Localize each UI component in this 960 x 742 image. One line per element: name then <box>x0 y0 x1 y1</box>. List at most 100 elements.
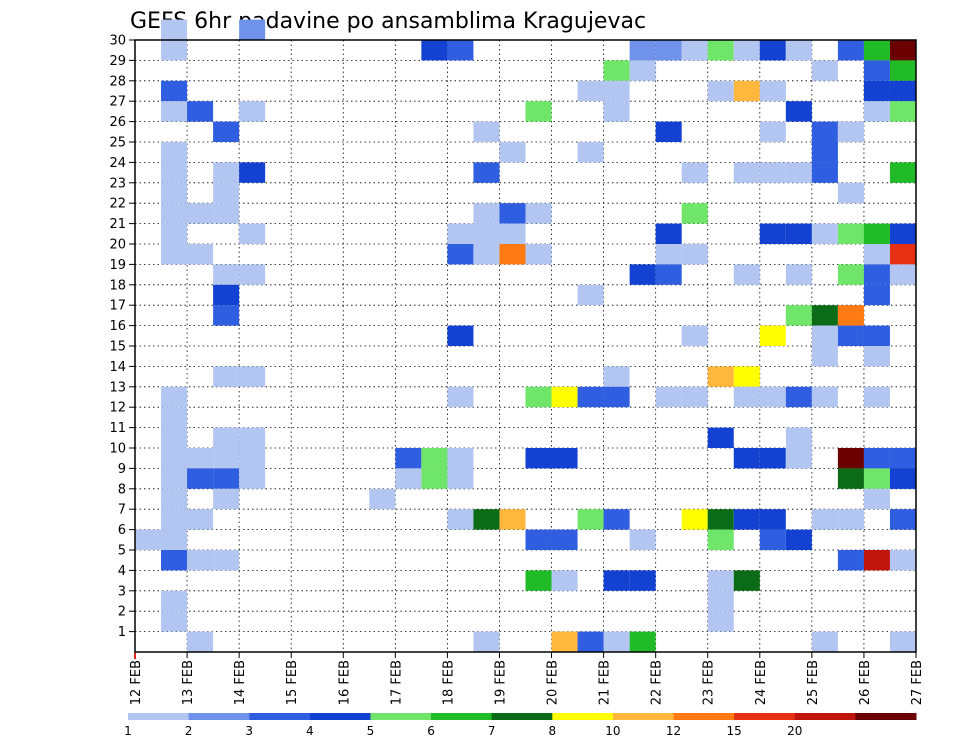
legend-swatch <box>188 713 250 720</box>
heatmap-cell <box>733 40 760 61</box>
heatmap-cell <box>655 264 682 285</box>
heatmap-cell <box>395 468 422 489</box>
heatmap-cell <box>239 264 266 285</box>
heatmap-cell <box>239 468 266 489</box>
y-tick-label: 19 <box>109 258 126 273</box>
heatmap-cell <box>603 631 630 652</box>
heatmap-cell <box>473 244 500 265</box>
y-tick-label: 3 <box>118 584 126 599</box>
heatmap-cell <box>161 468 188 489</box>
heatmap-cell <box>837 264 864 285</box>
heatmap-cell <box>889 60 916 81</box>
heatmap-cell <box>837 121 864 142</box>
heatmap-cell <box>785 40 812 61</box>
legend-swatch <box>612 713 675 720</box>
heatmap-cell <box>447 223 474 244</box>
heatmap-cell <box>525 386 552 408</box>
heatmap-cell <box>577 386 604 408</box>
heatmap-cell <box>733 448 760 469</box>
heatmap-cell <box>655 223 682 244</box>
heatmap-cell <box>863 325 890 346</box>
grid-layer <box>135 40 916 652</box>
heatmap-cell <box>811 121 838 142</box>
heatmap-cell <box>187 101 214 122</box>
heatmap-cell <box>499 509 526 530</box>
heatmap-cell <box>837 40 864 61</box>
heatmap-cell <box>603 386 630 408</box>
heatmap-cell <box>837 448 864 469</box>
heatmap-cell <box>213 305 240 326</box>
y-tick-label: 13 <box>109 380 126 395</box>
x-tick-label: 16 FEB <box>337 660 352 705</box>
heatmap-cell <box>473 631 500 652</box>
heatmap-cell <box>681 325 708 346</box>
x-tick-label: 24 FEB <box>754 660 769 705</box>
legend-label: 20 <box>787 724 802 738</box>
heatmap-cell <box>889 448 916 469</box>
heatmap-cell <box>681 386 708 408</box>
heatmap-cell <box>785 427 812 448</box>
y-tick-label: 12 <box>109 401 126 416</box>
heatmap-cell <box>239 19 266 40</box>
heatmap-cell <box>811 631 838 652</box>
heatmap-cell <box>863 448 890 469</box>
heatmap-cell <box>551 386 578 408</box>
heatmap-cell <box>161 244 188 265</box>
legend: 1 2 3 4 5 6 7 8 10 12 15 20 <box>124 713 917 738</box>
heatmap-cell <box>447 244 474 265</box>
heatmap-cell <box>473 223 500 244</box>
heatmap-cell <box>759 448 786 469</box>
heatmap-cell <box>629 631 656 652</box>
heatmap-cell <box>837 325 864 346</box>
heatmap-cell <box>473 203 500 224</box>
y-tick-label: 30 <box>109 34 126 49</box>
heatmap-cell <box>213 284 240 306</box>
heatmap-cell <box>655 40 682 61</box>
heatmap-cell <box>863 550 890 571</box>
heatmap-cell <box>811 305 838 326</box>
y-tick-label: 4 <box>118 564 126 579</box>
heatmap-cell <box>655 121 682 142</box>
legend-swatch <box>249 713 311 720</box>
y-tick-label: 1 <box>118 625 126 640</box>
heatmap-cell <box>421 468 448 489</box>
heatmap-cell <box>629 264 656 285</box>
heatmap-cell <box>473 509 500 530</box>
y-tick-label: 10 <box>109 442 126 457</box>
heatmap-cell <box>187 203 214 224</box>
heatmap-cell <box>759 40 786 61</box>
heatmap-cell <box>681 40 708 61</box>
heatmap-cell <box>161 529 188 550</box>
heatmap-cell <box>811 346 838 367</box>
heatmap-cell <box>499 244 526 265</box>
x-tick-label: 17 FEB <box>389 660 404 705</box>
heatmap-cell <box>785 448 812 469</box>
y-tick-label: 15 <box>109 340 126 355</box>
heatmap-cell <box>213 203 240 224</box>
heatmap-cell <box>239 162 266 183</box>
heatmap-cell <box>681 203 708 224</box>
x-tick-label: 15 FEB <box>285 660 300 705</box>
heatmap-cell <box>629 40 656 61</box>
heatmap-cell <box>213 448 240 469</box>
heatmap-cell <box>551 529 578 550</box>
heatmap-cell <box>447 468 474 489</box>
legend-label: 5 <box>367 724 375 738</box>
legend-swatch <box>552 713 614 720</box>
heatmap-cell <box>577 509 604 530</box>
heatmap-cell <box>785 264 812 285</box>
legend-label: 3 <box>245 724 253 738</box>
heatmap-cell <box>863 468 890 489</box>
heatmap-cell <box>473 121 500 142</box>
heatmap-cell <box>551 448 578 469</box>
heatmap-cell <box>707 590 734 612</box>
heatmap-cell <box>603 80 630 102</box>
heatmap-cell <box>759 162 786 183</box>
heatmap-cell <box>863 386 890 408</box>
y-tick-label: 26 <box>109 115 126 130</box>
heatmap-cell <box>889 509 916 530</box>
heatmap-cell <box>187 468 214 489</box>
heatmap-cell <box>785 386 812 408</box>
